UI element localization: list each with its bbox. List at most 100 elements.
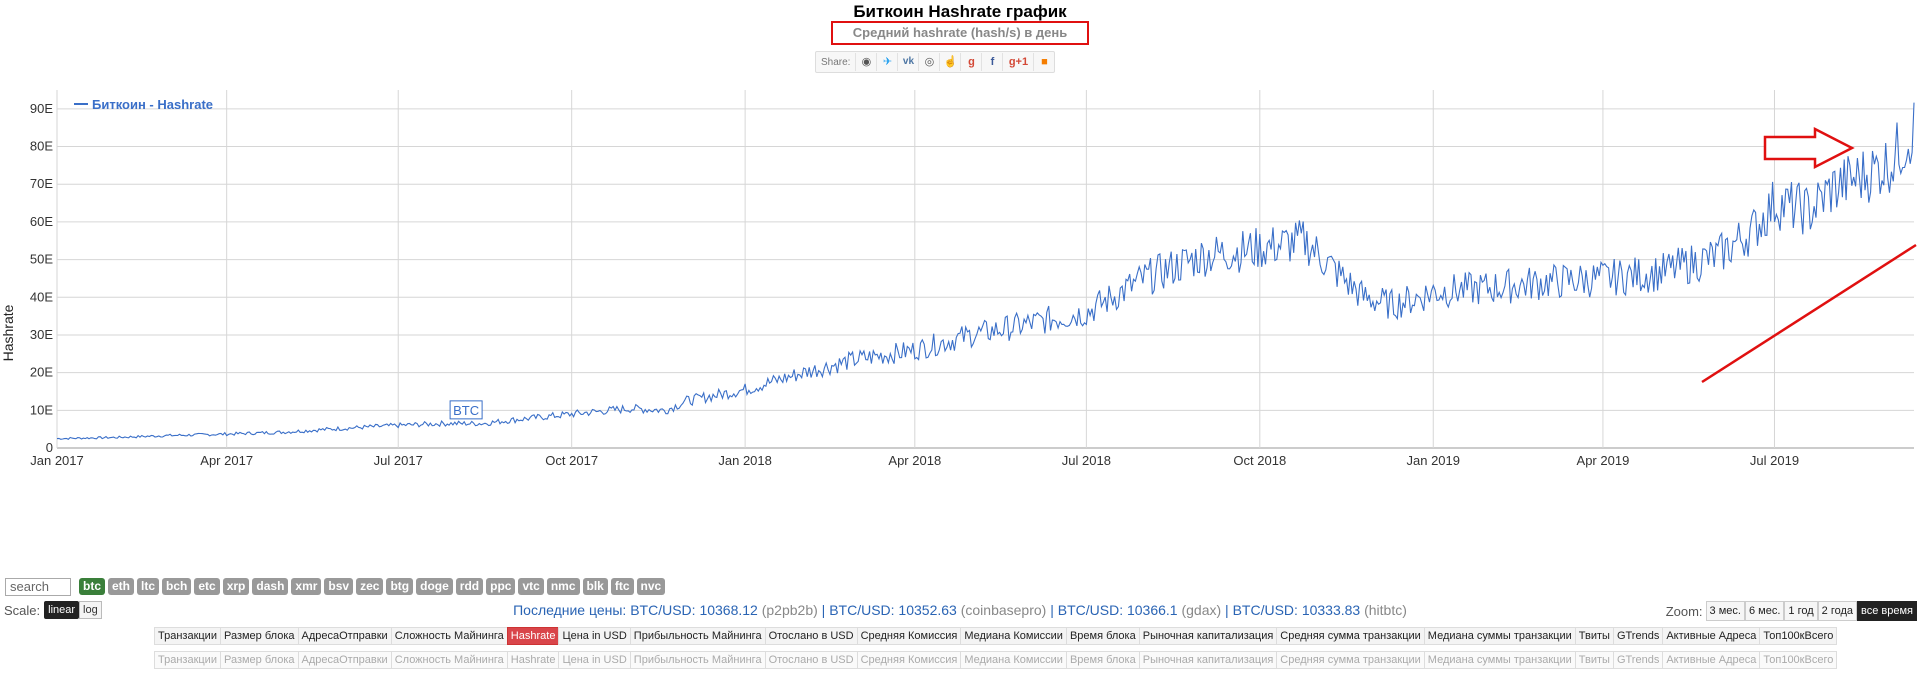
tab-metric[interactable]: Hashrate bbox=[506, 651, 559, 669]
scale-log[interactable]: log bbox=[79, 601, 102, 619]
coin-bsv[interactable]: bsv bbox=[324, 578, 354, 595]
tab-metric[interactable]: GTrends bbox=[1612, 651, 1663, 669]
tab-metric[interactable]: Медиана суммы транзакции bbox=[1423, 627, 1575, 645]
tab-metric[interactable]: Рыночная капитализация bbox=[1138, 627, 1277, 645]
y-tick-label: 50E bbox=[30, 252, 53, 267]
price-separator: | bbox=[1221, 602, 1233, 618]
tab-metric[interactable]: GTrends bbox=[1612, 627, 1663, 645]
tab-metric[interactable]: Время блока bbox=[1065, 651, 1139, 669]
metric-tabs: Транзакции Размер блока АдресаОтправки Слож… bbox=[154, 627, 1838, 645]
tab-metric[interactable]: Средняя сумма транзакции bbox=[1276, 651, 1424, 669]
zoom-option[interactable]: 1 год bbox=[1784, 601, 1818, 621]
tab-metric[interactable]: Средняя Комиссия bbox=[856, 627, 961, 645]
blogger-icon[interactable]: ■ bbox=[1033, 53, 1054, 71]
coin-ppc[interactable]: ppc bbox=[486, 578, 516, 595]
coin-eth[interactable]: eth bbox=[108, 578, 134, 595]
tab-metric[interactable]: Рыночная капитализация bbox=[1138, 651, 1277, 669]
reddit-icon[interactable]: ◉ bbox=[855, 53, 876, 71]
legend[interactable]: Биткоин - Hashrate bbox=[74, 97, 213, 112]
zoom-option[interactable]: все время bbox=[1857, 601, 1917, 621]
coin-zec[interactable]: zec bbox=[356, 578, 384, 595]
coin-etc[interactable]: etc bbox=[194, 578, 220, 595]
x-tick-label: Jan 2017 bbox=[30, 453, 84, 468]
tab-metric[interactable]: Активные Адреса bbox=[1662, 651, 1760, 669]
tab-metric[interactable]: Медиана суммы транзакции bbox=[1423, 651, 1575, 669]
tab-metric[interactable]: Прибыльность Майнинга bbox=[629, 651, 765, 669]
price-pair[interactable]: BTC/USD: 10352.63 bbox=[829, 602, 957, 618]
tab-metric[interactable]: Медиана Комиссии bbox=[960, 651, 1066, 669]
coin-blk[interactable]: blk bbox=[582, 578, 608, 595]
y-tick-label: 80E bbox=[30, 139, 53, 154]
vk-icon[interactable]: vk bbox=[897, 53, 918, 71]
tab-metric[interactable]: Твиты bbox=[1574, 627, 1613, 645]
zoom-option[interactable]: 3 мес. bbox=[1705, 601, 1745, 621]
twitter-icon[interactable]: ✈ bbox=[876, 53, 897, 71]
page-title: Биткоин Hashrate график bbox=[853, 2, 1067, 21]
coin-nmc[interactable]: nmc bbox=[546, 578, 580, 595]
coin-ftc[interactable]: ftc bbox=[610, 578, 634, 595]
chart-subtitle: Средний hashrate (hash/s) в день bbox=[831, 21, 1089, 45]
coin-btc[interactable]: btc bbox=[79, 578, 105, 595]
google-plus-icon[interactable]: g bbox=[960, 53, 981, 71]
x-tick-label: Oct 2017 bbox=[545, 453, 598, 468]
tab-metric[interactable]: Медиана Комиссии bbox=[960, 627, 1066, 645]
tab-metric[interactable]: Средняя сумма транзакции bbox=[1276, 627, 1424, 645]
tab-metric[interactable]: Размер блока bbox=[219, 627, 298, 645]
coin-bch[interactable]: bch bbox=[162, 578, 192, 595]
tab-metric[interactable]: Отослано в USD bbox=[764, 627, 857, 645]
tab-metric[interactable]: Транзакции bbox=[154, 651, 220, 669]
tab-metric[interactable]: Прибыльность Майнинга bbox=[629, 627, 765, 645]
y-tick-label: 90E bbox=[30, 101, 53, 116]
coin-vtc[interactable]: vtc bbox=[518, 578, 544, 595]
y-tick-label: 0 bbox=[46, 440, 53, 455]
metric-tabs-secondary: Транзакции Размер блока АдресаОтправки Слож… bbox=[154, 651, 1838, 669]
price-pair[interactable]: BTC/USD: 10333.83 bbox=[1232, 602, 1361, 618]
hashrate-chart[interactable]: 0 10E 20E 30E 40E 50E 60E 70E 80E 90E Jan 2017 Apr… bbox=[0, 80, 1920, 570]
tab-metric[interactable]: Размер блока bbox=[219, 651, 298, 669]
tab-metric[interactable]: Топ100кВсего bbox=[1759, 651, 1838, 669]
tab-metric[interactable]: Активные Адреса bbox=[1662, 627, 1760, 645]
red-arrow-icon bbox=[1763, 126, 1855, 170]
scale-linear[interactable]: linear bbox=[44, 601, 80, 619]
price-source: (hitbtc) bbox=[1364, 602, 1407, 618]
btc-annotation[interactable]: BTC bbox=[449, 400, 483, 420]
tab-metric[interactable]: АдресаОтправки bbox=[297, 627, 391, 645]
y-tick-label: 70E bbox=[30, 176, 53, 191]
search-input[interactable]: search bbox=[5, 578, 71, 596]
zoom-option[interactable]: 2 года bbox=[1817, 601, 1857, 621]
tab-metric[interactable]: Средняя Комиссия bbox=[856, 651, 961, 669]
facebook-icon[interactable]: f bbox=[981, 53, 1002, 71]
coin-xrp[interactable]: xrp bbox=[222, 578, 250, 595]
weibo-icon[interactable]: ◎ bbox=[918, 53, 939, 71]
tab-metric[interactable]: Сложность Майнинга bbox=[390, 627, 507, 645]
coin-btg[interactable]: btg bbox=[386, 578, 414, 595]
coin-doge[interactable]: doge bbox=[416, 578, 453, 595]
price-pair[interactable]: BTC/USD: 10366.1 bbox=[1057, 602, 1178, 618]
tab-metric[interactable]: Топ100кВсего bbox=[1759, 627, 1838, 645]
tab-metric[interactable]: Цена in USD bbox=[558, 627, 630, 645]
like-icon[interactable]: ☝ bbox=[939, 53, 960, 71]
tab-metric[interactable]: Твиты bbox=[1574, 651, 1613, 669]
tab-metric[interactable]: Hashrate bbox=[506, 627, 559, 645]
coin-dash[interactable]: dash bbox=[252, 578, 289, 595]
coin-nvc[interactable]: nvc bbox=[636, 578, 666, 595]
latest-prices: Последние цены: BTC/USD: 10368.12 (p2pb2… bbox=[0, 602, 1920, 618]
tab-metric[interactable]: АдресаОтправки bbox=[297, 651, 391, 669]
coin-rdd[interactable]: rdd bbox=[455, 578, 484, 595]
price-source: (gdax) bbox=[1181, 602, 1222, 618]
price-separator: | bbox=[1046, 602, 1058, 618]
scale-selector: Scale: linear log bbox=[4, 601, 102, 619]
price-pair[interactable]: BTC/USD: 10368.12 bbox=[630, 602, 758, 618]
coin-ltc[interactable]: ltc bbox=[137, 578, 160, 595]
google-plus-one-icon[interactable]: g+1 bbox=[1002, 53, 1033, 71]
tab-metric[interactable]: Отослано в USD bbox=[764, 651, 857, 669]
tab-metric[interactable]: Цена in USD bbox=[558, 651, 630, 669]
tab-metric[interactable]: Сложность Майнинга bbox=[390, 651, 507, 669]
tab-metric[interactable]: Транзакции bbox=[154, 627, 220, 645]
coin-xmr[interactable]: xmr bbox=[291, 578, 322, 595]
tab-metric[interactable]: Время блока bbox=[1065, 627, 1139, 645]
legend-label: Биткоин - Hashrate bbox=[92, 97, 213, 112]
coin-selector: btc eth ltc bch etc xrp dash xmr bsv zec btg doge rd… bbox=[79, 578, 666, 595]
x-tick-label: Apr 2019 bbox=[1577, 453, 1630, 468]
zoom-option[interactable]: 6 мес. bbox=[1744, 601, 1785, 621]
